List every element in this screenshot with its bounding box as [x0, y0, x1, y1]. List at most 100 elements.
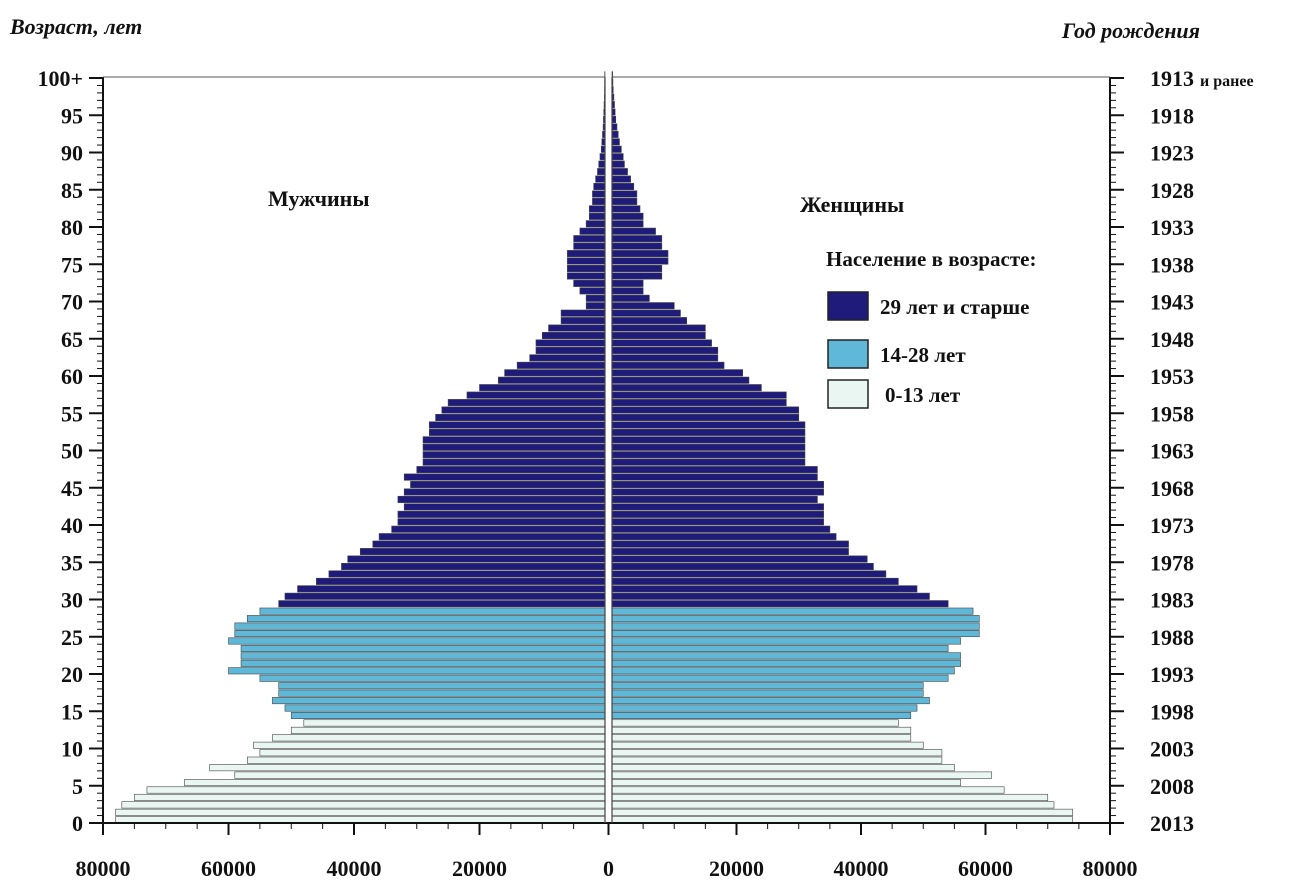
male-bar-age-39: [391, 525, 606, 533]
male-bar-age-47: [416, 466, 606, 474]
age-tick-label: 75: [61, 252, 83, 277]
year-tick-label: 1948: [1150, 327, 1194, 352]
female-bar-age-58: [611, 384, 762, 392]
female-bar-age-10: [611, 741, 924, 749]
female-bar-age-67: [611, 317, 687, 325]
female-bar-age-76: [611, 250, 669, 258]
male-bar-age-59: [498, 376, 606, 384]
male-bar-age-72: [573, 279, 606, 287]
female-bar-age-27: [611, 615, 980, 623]
male-bar-age-28: [259, 607, 606, 615]
female-bar-age-47: [611, 466, 818, 474]
female-bar-age-80: [611, 220, 644, 228]
male-bar-age-29: [278, 600, 606, 608]
legend-label: 0-13 лет: [885, 383, 961, 407]
female-bar-age-35: [611, 555, 868, 563]
female-bar-age-70: [611, 294, 650, 302]
age-tick-label: 70: [61, 290, 83, 315]
male-bar-age-81: [589, 212, 606, 220]
female-bar-age-92: [611, 130, 619, 138]
male-bar-age-19: [259, 674, 606, 682]
male-bar-age-11: [272, 734, 606, 742]
male-bar-age-78: [573, 235, 606, 243]
male-bar-age-26: [234, 622, 606, 630]
male-bar-age-64: [535, 339, 606, 347]
female-bar-age-56: [611, 399, 787, 407]
female-bar-age-33: [611, 570, 887, 578]
age-tick-label: 100+: [37, 66, 83, 91]
male-bar-age-6: [234, 771, 606, 779]
age-tick-label: 25: [61, 625, 83, 650]
female-bar-age-34: [611, 562, 874, 570]
age-tick-label: 5: [72, 774, 83, 799]
female-bar-age-71: [611, 287, 644, 295]
female-bar-age-48: [611, 458, 806, 466]
year-tick-label: 1928: [1150, 178, 1194, 203]
year-tick-label: 2008: [1150, 774, 1194, 799]
age-tick-label: 50: [61, 439, 83, 464]
male-bar-age-16: [272, 697, 606, 705]
male-bar-age-77: [573, 242, 606, 250]
female-bar-age-29: [611, 600, 949, 608]
female-bar-age-72: [611, 279, 644, 287]
male-bar-age-79: [579, 227, 606, 235]
female-bar-age-3: [611, 793, 1049, 801]
legend-swatch: [827, 379, 869, 409]
female-bar-age-39: [611, 525, 831, 533]
male-bar-age-84: [592, 190, 606, 198]
female-bar-age-2: [611, 801, 1055, 809]
female-bar-age-45: [611, 481, 824, 489]
male-bar-age-1: [115, 808, 606, 816]
age-tick-label: 60: [61, 364, 83, 389]
male-bar-age-12: [290, 726, 606, 734]
female-bar-age-93: [611, 123, 618, 131]
age-tick-label: 10: [61, 737, 83, 762]
male-bar-age-76: [567, 250, 606, 258]
year-tick-label: 1923: [1150, 141, 1194, 166]
age-tick-label: 90: [61, 141, 83, 166]
male-bar-age-88: [598, 160, 606, 168]
age-tick-label: 30: [61, 588, 83, 613]
male-bar-age-75: [567, 257, 606, 265]
female-bar-age-73: [611, 272, 663, 280]
male-bar-age-25: [234, 630, 606, 638]
female-bar-age-44: [611, 488, 824, 496]
x-tick-labels: 80000 60000 40000 20000 0 20000 40000 60000 8000…: [76, 856, 1138, 881]
year-tick-label: 1988: [1150, 625, 1194, 650]
male-bar-age-57: [466, 391, 606, 399]
female-bar-age-62: [611, 354, 719, 362]
male-bar-age-18: [278, 682, 606, 690]
female-bar-age-91: [611, 138, 620, 146]
female-bar-age-40: [611, 518, 824, 526]
female-bar-age-31: [611, 585, 918, 593]
year-tick-label: 1968: [1150, 476, 1194, 501]
male-bar-age-60: [504, 369, 606, 377]
female-bar-age-22: [611, 652, 961, 660]
female-bar-age-74: [611, 264, 663, 273]
male-bar-age-53: [428, 421, 606, 429]
year-tick-label: 1983: [1150, 588, 1194, 613]
female-bar-age-12: [611, 726, 912, 734]
female-bar-age-84: [611, 190, 638, 198]
female-bar-age-90: [611, 145, 622, 153]
female-bar-age-9: [611, 749, 943, 757]
male-bar-age-31: [297, 585, 606, 593]
female-bar-age-78: [611, 235, 663, 243]
year-tick-label: 1938: [1150, 252, 1194, 277]
female-bar-age-63: [611, 346, 719, 354]
female-label: Женщины: [800, 192, 904, 217]
male-bar-age-46: [403, 473, 606, 481]
male-bar-age-66: [548, 324, 606, 332]
male-bar-age-38: [378, 533, 606, 541]
age-tick-label: 15: [61, 699, 83, 724]
male-bar-age-23: [240, 644, 606, 652]
male-bar-age-55: [441, 406, 606, 414]
female-bar-age-1: [611, 808, 1073, 816]
age-tick-label: 95: [61, 103, 83, 128]
year-tick-label: 1978: [1150, 550, 1194, 575]
female-bar-age-15: [611, 704, 918, 712]
female-bar-age-21: [611, 659, 961, 667]
age-tick-labels: 0 5 10 15 20 25 30 35 40 45 50 55 60 65 70 75 80 85 90 95 10…: [37, 66, 83, 836]
legend-label: 14-28 лет: [880, 343, 966, 367]
